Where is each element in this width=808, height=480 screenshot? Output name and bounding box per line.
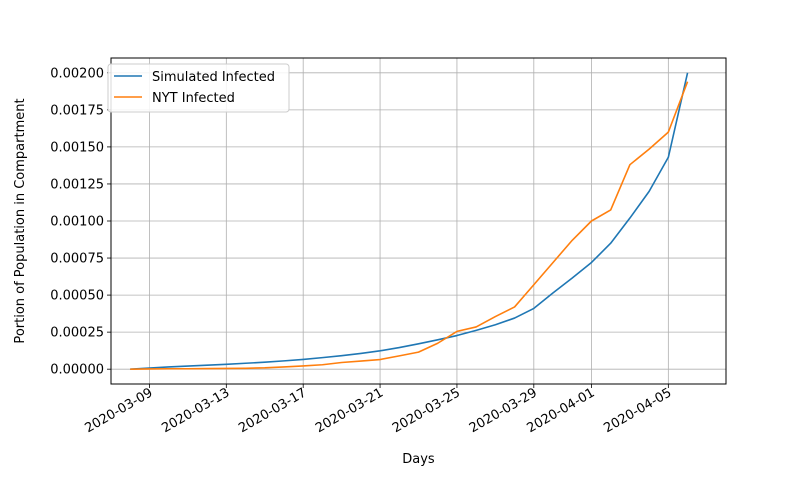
y-tick-label: 0.00175: [50, 103, 104, 118]
x-tick-label: 2020-03-13: [159, 385, 232, 436]
x-tick-label: 2020-03-09: [82, 385, 155, 436]
series-line-0: [130, 72, 689, 370]
x-tick-label: 2020-03-17: [236, 385, 309, 436]
y-axis-title: Portion of Population in Compartment: [13, 98, 28, 343]
y-tick-label: 0.00050: [50, 289, 104, 304]
y-tick-label: 0.00000: [50, 363, 104, 378]
y-tick-label: 0.00125: [50, 177, 104, 192]
grid: [111, 58, 726, 384]
y-tick-label: 0.00025: [50, 326, 104, 341]
x-tick-label: 2020-04-05: [601, 385, 674, 436]
y-axis: 0.00000 0.00025 0.00050 0.00075 0.00100 0.001…: [50, 66, 111, 378]
x-tick-label: 2020-03-25: [390, 385, 463, 436]
x-tick-label: 2020-03-21: [313, 385, 386, 436]
legend: Simulated Infected NYT Infected: [107, 63, 290, 113]
y-tick-label: 0.00100: [50, 215, 104, 230]
x-axis: 2020-03-09 2020-03-13 2020-03-17 2020-03-21…: [82, 384, 674, 436]
legend-box: [107, 63, 290, 113]
y-tick-label: 0.00200: [50, 66, 104, 81]
series-lines: [130, 72, 689, 370]
x-axis-title: Days: [402, 452, 435, 467]
series-line-1: [130, 81, 689, 370]
legend-label-1: NYT Infected: [152, 91, 235, 106]
y-tick-label: 0.00075: [50, 252, 104, 267]
y-tick-label: 0.00150: [50, 140, 104, 155]
legend-label-0: Simulated Infected: [152, 70, 275, 85]
